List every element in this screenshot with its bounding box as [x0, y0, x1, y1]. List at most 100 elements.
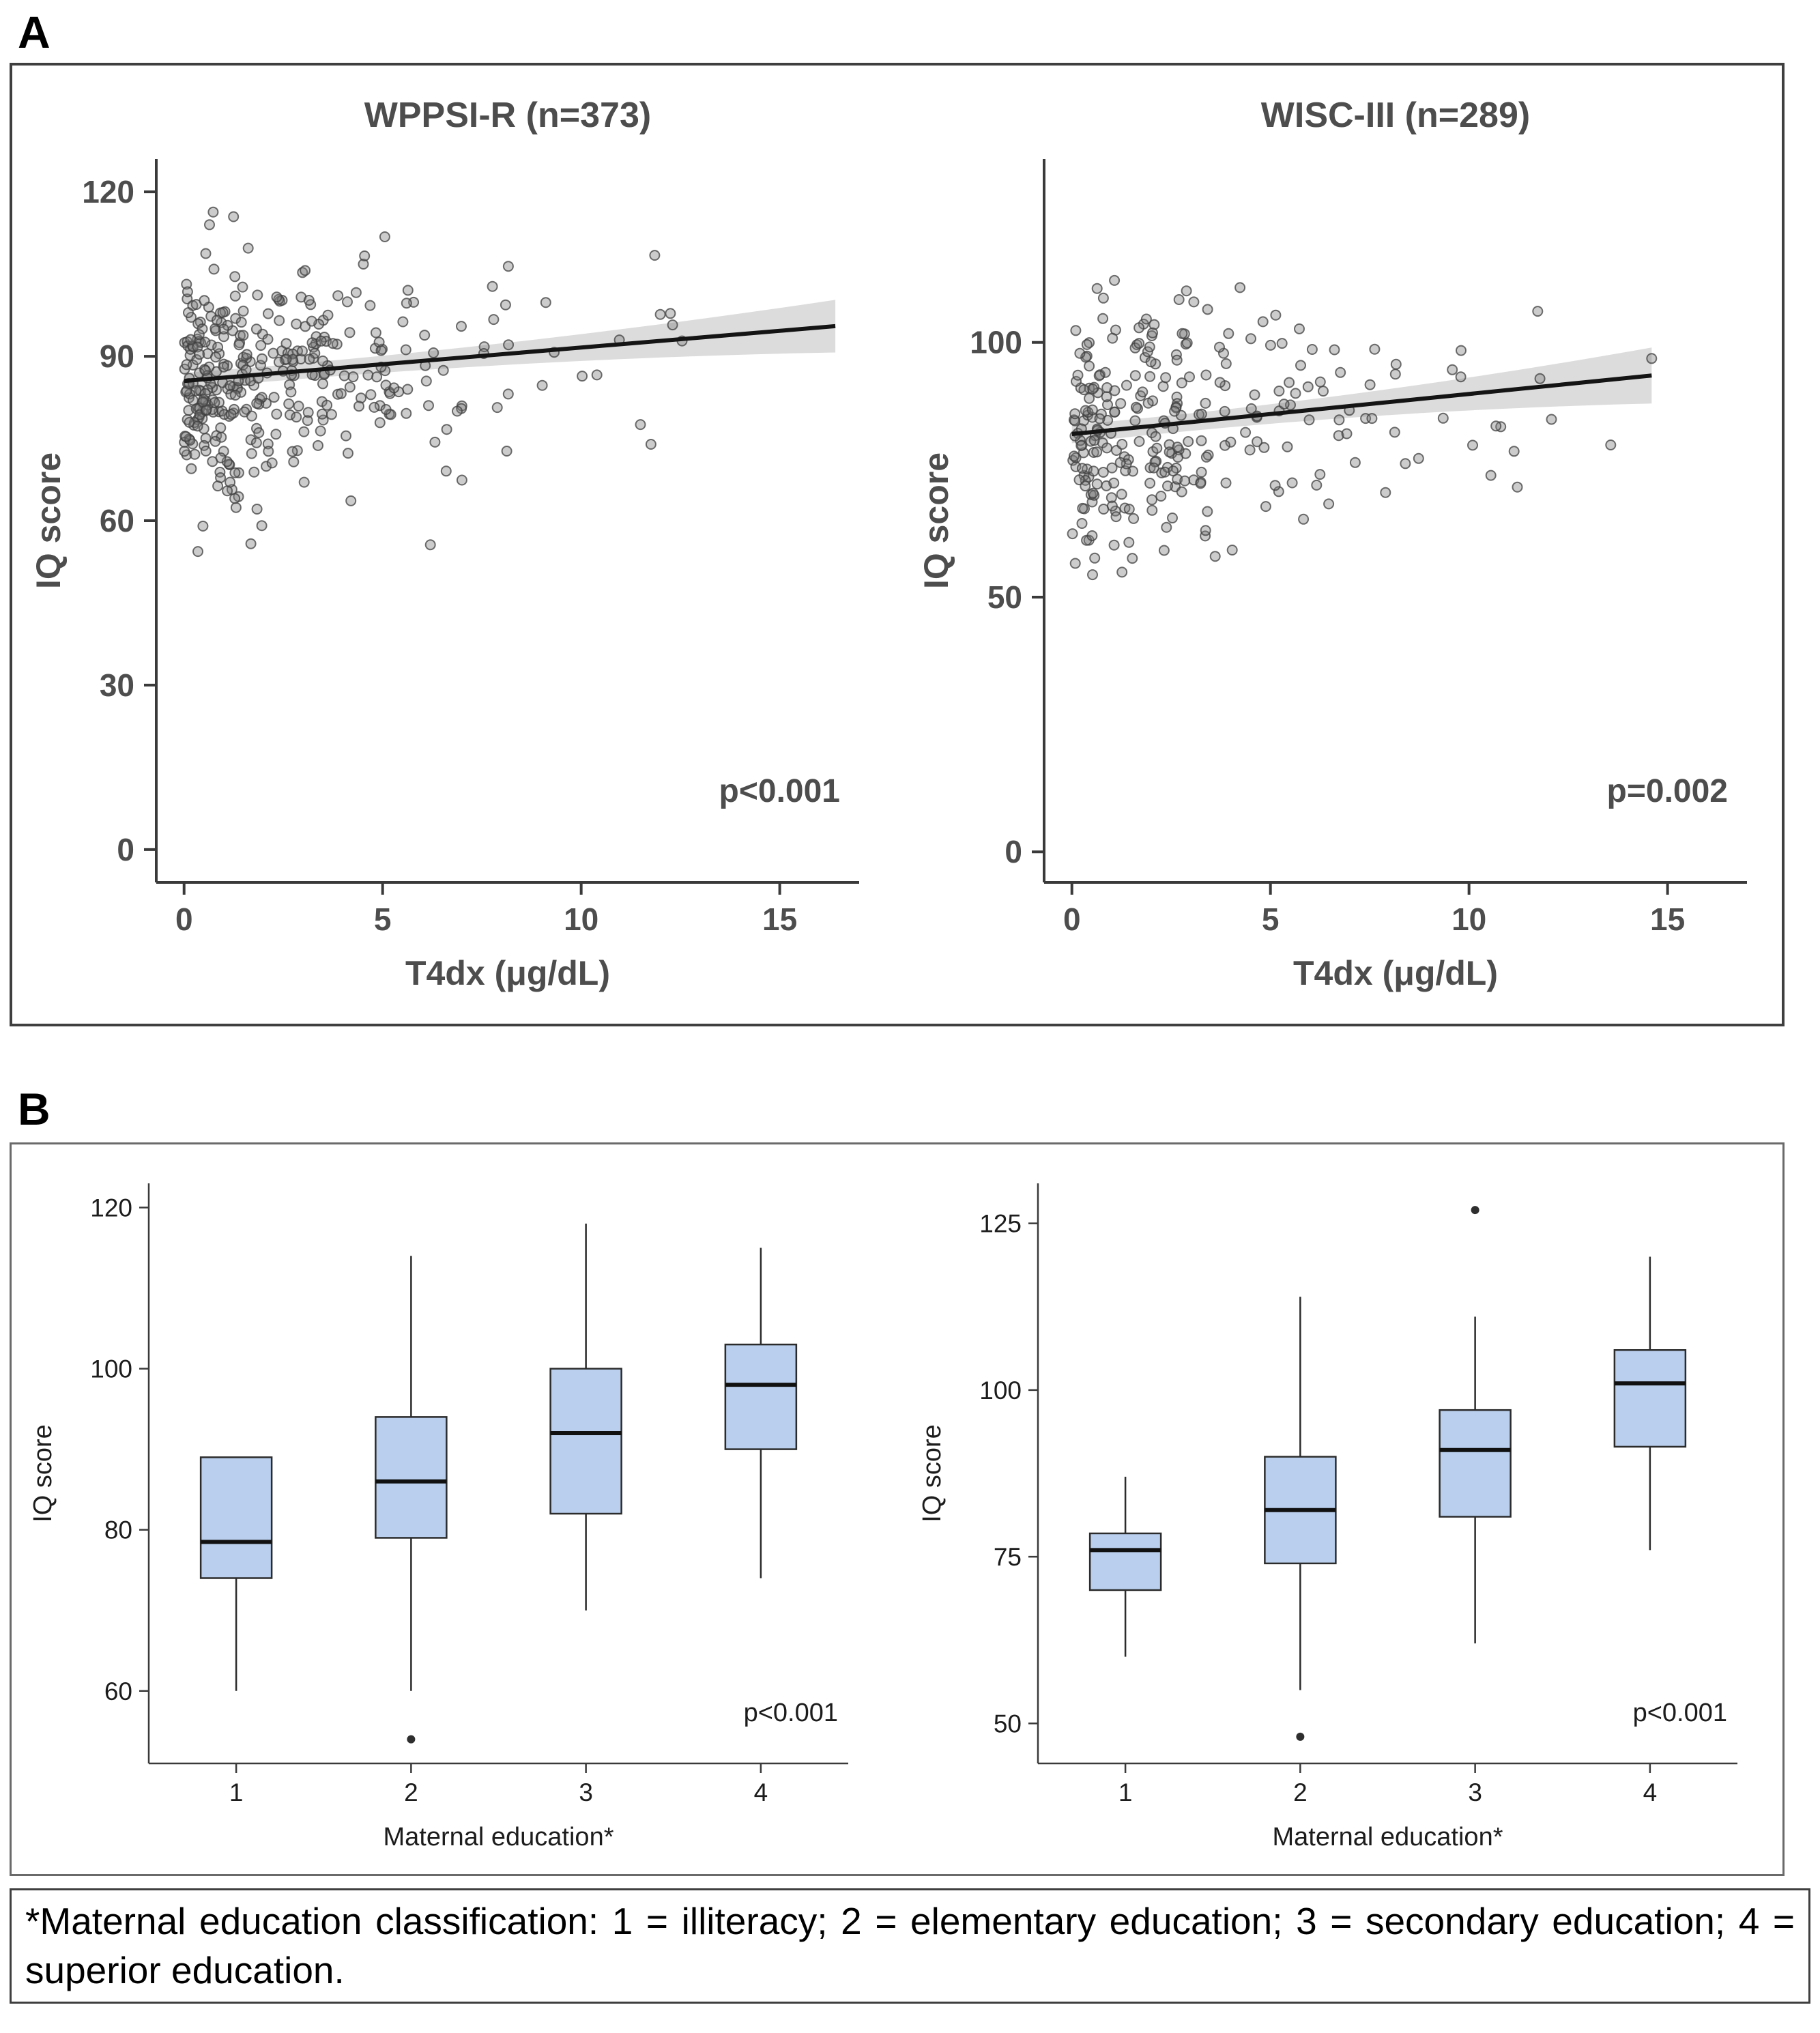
data-point [384, 388, 396, 399]
data-point [291, 412, 302, 423]
data-point [251, 398, 263, 409]
data-point [1447, 364, 1458, 375]
data-point [1109, 274, 1121, 286]
data-point [344, 327, 356, 338]
data-point [210, 351, 221, 363]
panel-a-label: A [18, 7, 50, 57]
data-point [338, 370, 350, 381]
data-point [1314, 469, 1326, 480]
y-tick-label: 120 [90, 1194, 132, 1222]
data-point [401, 407, 412, 419]
data-point [373, 336, 385, 348]
data-point [665, 308, 676, 319]
x-category-label: 2 [1293, 1778, 1308, 1806]
data-point [1158, 545, 1170, 556]
data-point [1116, 439, 1128, 450]
data-point [1467, 439, 1478, 451]
data-point [428, 347, 439, 358]
data-point [293, 401, 304, 412]
outlier-point [407, 1735, 416, 1744]
tick-labels: 0 50 100 0 5 10 15 [970, 325, 1685, 937]
data-point [246, 448, 257, 459]
data-point [1195, 478, 1207, 489]
boxplot-chart-wppsi: 60 80 100 120 1 2 3 4 IQ score Maternal education… [29, 1183, 848, 1851]
data-point [303, 295, 315, 306]
data-point [1273, 486, 1284, 498]
data-point [342, 296, 353, 308]
p-value-label: p=0.002 [1607, 773, 1728, 809]
data-point [237, 330, 249, 341]
data-point [1130, 401, 1142, 413]
data-point [1148, 462, 1159, 474]
x-category-label: 1 [229, 1778, 244, 1806]
data-point [488, 314, 500, 326]
box-group-4 [1613, 1256, 1687, 1551]
data-point [1106, 462, 1118, 474]
scatter-points [1067, 274, 1658, 581]
data-point [577, 371, 588, 382]
p-value-label: p<0.001 [744, 1699, 838, 1727]
data-point [1157, 381, 1169, 392]
x-category-label: 1 [1118, 1778, 1133, 1806]
data-point [1074, 347, 1086, 359]
data-point [1380, 487, 1391, 498]
data-point [1333, 430, 1344, 442]
data-point [263, 308, 274, 319]
data-point [1089, 552, 1101, 564]
data-point [215, 422, 227, 433]
axes [1032, 159, 1747, 895]
data-point [322, 309, 334, 321]
outlier-point [1296, 1732, 1305, 1741]
scatter-chart-wppsi: 0 30 60 90 120 0 5 10 15 WPPSI-R (n=373) IQ score T… [29, 96, 859, 992]
data-point [1076, 463, 1088, 474]
y-tick-label: 50 [987, 579, 1022, 615]
data-point [1088, 465, 1099, 477]
data-point [252, 289, 263, 301]
data-point [266, 457, 278, 469]
data-point [1110, 511, 1122, 523]
data-point [241, 349, 252, 360]
data-point [327, 338, 338, 349]
data-point [271, 408, 283, 420]
data-point [300, 265, 311, 276]
data-point [1088, 435, 1100, 446]
data-point [502, 388, 514, 400]
data-point [344, 381, 356, 393]
data-point [1123, 504, 1135, 515]
data-point [212, 341, 224, 353]
data-point [317, 378, 328, 390]
data-point [645, 439, 656, 450]
data-point [287, 446, 298, 457]
data-point [1133, 322, 1145, 334]
data-point [306, 337, 318, 349]
data-point [1144, 371, 1156, 382]
x-tick-label: 5 [1262, 902, 1280, 937]
data-point [1240, 427, 1252, 438]
data-point [1091, 478, 1103, 490]
data-point [194, 384, 205, 396]
data-point [200, 248, 212, 259]
data-point [1214, 341, 1225, 353]
data-point [1181, 337, 1193, 349]
data-point [429, 436, 441, 448]
data-point [1127, 553, 1138, 564]
data-point [1219, 405, 1230, 417]
data-point [1081, 338, 1093, 350]
y-tick-label: 100 [970, 325, 1022, 360]
data-point [1176, 377, 1187, 389]
data-point [1455, 371, 1467, 383]
data-point [1284, 377, 1295, 388]
data-point [1369, 343, 1381, 355]
data-point [199, 295, 210, 306]
data-point [209, 396, 220, 408]
x-tick-label: 10 [1451, 902, 1486, 937]
x-axis-label: Maternal education* [384, 1823, 614, 1851]
data-point [288, 456, 300, 467]
data-point [302, 407, 314, 418]
data-point [1318, 386, 1329, 397]
data-point [1093, 370, 1105, 381]
tick-labels: 60 80 100 120 1 2 3 4 [90, 1194, 768, 1806]
x-category-label: 3 [579, 1778, 593, 1806]
data-point [245, 434, 257, 446]
data-point [1102, 399, 1113, 410]
